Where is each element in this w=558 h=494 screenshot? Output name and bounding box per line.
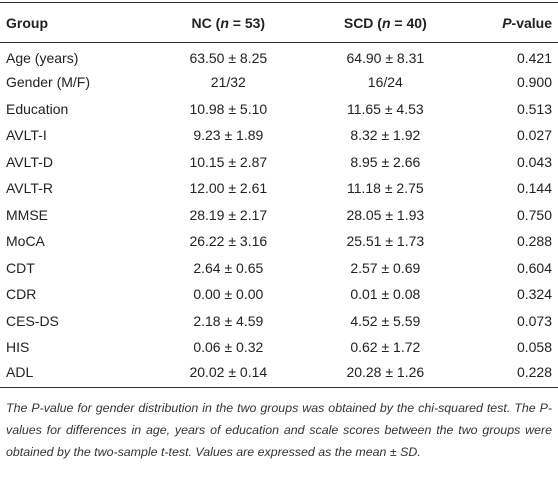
table-cell: 25.51 ± 1.73: [346, 233, 425, 250]
table-row: MMSE 28.19 ± 2.17 28.05 ± 1.93 0.750: [0, 202, 558, 229]
table-cell: 0.027: [516, 127, 552, 144]
table-cell: AVLT-D: [6, 153, 53, 170]
table-cell: MoCA: [6, 233, 45, 250]
table-cell: 10.98 ± 5.10: [189, 100, 268, 117]
table-cell: 2.18 ± 4.59: [193, 312, 264, 329]
table-cell: 11.65 ± 4.53: [346, 100, 424, 117]
table-cell: 10.15 ± 2.87: [189, 153, 268, 170]
table-row: CDT 2.64 ± 0.65 2.57 ± 0.69 0.604: [0, 255, 558, 282]
table-cell: 8.95 ± 2.66: [350, 153, 421, 170]
table-cell: AVLT-R: [6, 180, 53, 197]
header-text: P: [502, 14, 512, 31]
table-cell: 0.900: [516, 74, 552, 91]
header-text: SCD (: [343, 14, 382, 31]
footnote: The P-value for gender distribution in t…: [6, 400, 552, 459]
table-cell: 0.06 ± 0.32: [193, 339, 264, 356]
header-cell: NC (n = 53): [152, 2, 305, 43]
table-cell: CDR: [6, 286, 37, 303]
table-cell: 0.073: [516, 312, 552, 329]
table-row: CDR 0.00 ± 0.00 0.01 ± 0.08 0.324: [0, 281, 558, 308]
table-cell: 28.05 ± 1.93: [346, 206, 425, 223]
table-cell: MMSE: [6, 206, 48, 223]
table-cell: 8.32 ± 1.92: [350, 127, 421, 144]
table-cell: Education: [6, 100, 69, 117]
table-cell: 11.18 ± 2.75: [346, 180, 424, 197]
table-cell: 2.64 ± 0.65: [193, 259, 264, 276]
table-cell: AVLT-I: [6, 127, 47, 144]
table-cell: 4.52 ± 5.59: [350, 312, 421, 329]
header-cell: Group: [0, 2, 152, 43]
table-cell: 0.62 ± 1.72: [350, 339, 421, 356]
table-cell: 21/32: [210, 74, 246, 91]
table-row: Gender (M/F) 21/32 16/24 0.900: [0, 69, 558, 96]
table-row: AVLT-I 9.23 ± 1.89 8.32 ± 1.92 0.027: [0, 122, 558, 149]
table-cell: 0.228: [466, 360, 558, 388]
table-cell: Gender (M/F): [6, 74, 91, 91]
table-row: HIS 0.06 ± 0.32 0.62 ± 1.72 0.058: [0, 334, 558, 361]
header-cell: P-value: [466, 2, 558, 43]
table-row: ADL 20.02 ± 0.14 20.28 ± 1.26 0.228: [0, 360, 558, 388]
table-cell: 0.604: [516, 259, 552, 276]
table-row: CES-DS 2.18 ± 4.59 4.52 ± 5.59 0.073: [0, 308, 558, 335]
table-row: AVLT-D 10.15 ± 2.87 8.95 ± 2.66 0.043: [0, 149, 558, 176]
table-cell: 0.043: [516, 153, 552, 170]
header-text: n: [381, 14, 391, 31]
table-cell: 2.57 ± 0.69: [350, 259, 421, 276]
table-row: Age (years) 63.50 ± 8.25 64.90 ± 8.31 0.421: [0, 43, 558, 70]
data-table: Group NC (n = 53) SCD (n = 40) P-value Age …: [0, 2, 558, 388]
table-cell: 0.513: [516, 100, 552, 117]
table-cell: 63.50 ± 8.25: [189, 50, 268, 66]
table-body: Age (years) 63.50 ± 8.25 64.90 ± 8.31 0.421…: [0, 43, 558, 388]
table-cell: 0.058: [516, 339, 552, 356]
table-cell: 0.288: [516, 233, 552, 250]
table-cell: 20.02 ± 0.14: [152, 360, 305, 388]
table-cell: 28.19 ± 2.17: [189, 206, 268, 223]
table-cell: Age (years): [6, 50, 79, 66]
header-text: n: [220, 14, 229, 31]
table-row: AVLT-R 12.00 ± 2.61 11.18 ± 2.75 0.144: [0, 175, 558, 202]
table-header: Group NC (n = 53) SCD (n = 40) P-value: [0, 2, 558, 43]
table-cell: HIS: [6, 339, 30, 356]
header-text: = 53): [228, 14, 266, 31]
table-cell: 0.421: [516, 50, 552, 66]
header-text: Group: [6, 14, 48, 31]
header-cell: SCD (n = 40): [304, 2, 466, 43]
table-cell: 20.28 ± 1.26: [304, 360, 466, 388]
table-cell: 0.750: [516, 206, 552, 223]
header-text: -value: [511, 14, 552, 31]
table-cell: 0.01 ± 0.08: [350, 286, 421, 303]
table-cell: 26.22 ± 3.16: [189, 233, 268, 250]
table-cell: 16/24: [367, 74, 403, 91]
table-cell: CES-DS: [6, 312, 59, 329]
table-cell: 0.144: [516, 180, 552, 197]
table-cell: 64.90 ± 8.31: [346, 50, 425, 66]
table-cell: 0.00 ± 0.00: [193, 286, 264, 303]
header-text: NC (: [191, 14, 221, 31]
table-cell: ADL: [0, 360, 152, 388]
table-cell: CDT: [6, 259, 35, 276]
table-cell: 12.00 ± 2.61: [189, 180, 268, 197]
table-row: Education 10.98 ± 5.10 11.65 ± 4.53 0.513: [0, 96, 558, 123]
table-cell: 0.324: [516, 286, 552, 303]
table-row: MoCA 26.22 ± 3.16 25.51 ± 1.73 0.288: [0, 228, 558, 255]
table-cell: 9.23 ± 1.89: [193, 127, 264, 144]
header-text: = 40): [390, 14, 427, 31]
header-row: Group NC (n = 53) SCD (n = 40) P-value: [0, 2, 558, 43]
